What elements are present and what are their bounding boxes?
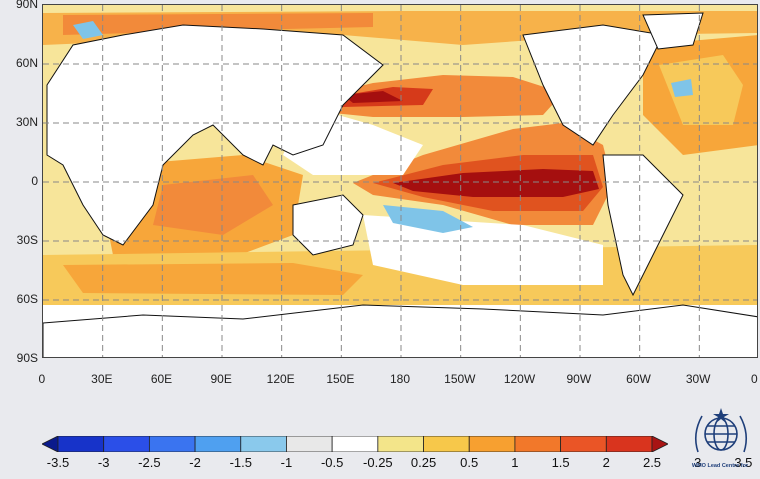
colorbar-tick-label: 3 <box>694 455 702 470</box>
map-grid <box>43 5 757 357</box>
colorbar-segment <box>148 436 196 452</box>
latitude-label: 30S <box>16 233 38 247</box>
colorbar-segment <box>240 436 287 452</box>
colorbar-tick-label: 1 <box>511 455 519 470</box>
latitude-label: 90S <box>16 351 38 365</box>
colorbar-tick-label: 0.5 <box>460 455 479 470</box>
colorbar-segment <box>57 436 105 452</box>
colorbar-tick-label: -1 <box>280 455 293 470</box>
colorbar-segment <box>605 436 653 452</box>
map-svg <box>43 5 757 357</box>
colorbar-tick-label: -0.25 <box>363 455 393 470</box>
colorbar-segment <box>194 436 242 452</box>
colorbar-segment <box>103 436 150 452</box>
longitude-label: 150W <box>444 372 476 386</box>
longitude-label: 120E <box>266 372 295 386</box>
colorbar-tick-label: 2.5 <box>642 455 662 470</box>
colorbar-tick-label: 2 <box>602 455 610 470</box>
longitude-label: 0 <box>38 372 46 386</box>
latitude-label: 60S <box>16 292 38 306</box>
latitude-label: 0 <box>31 174 38 188</box>
colorbar-tick-label: 0.25 <box>410 455 437 470</box>
longitude-label: 0 <box>751 372 758 386</box>
longitude-label: 90E <box>210 372 232 386</box>
colorbar-arrow-high <box>651 436 668 452</box>
colorbar-segment <box>514 436 562 452</box>
colorbar-tick-label: -0.5 <box>320 455 344 470</box>
colorbar-segment <box>468 436 516 452</box>
colorbar-tick-label: -2.5 <box>138 455 161 470</box>
longitude-label: 90W <box>566 372 592 386</box>
wmo-emblem-icon <box>694 408 748 453</box>
anomaly-map <box>42 4 758 358</box>
colorbar-segment <box>423 436 470 452</box>
colorbar-arrow-low <box>42 436 59 452</box>
colorbar <box>42 436 668 452</box>
longitude-label: 30E <box>91 372 113 386</box>
longitude-label: 60E <box>150 372 173 386</box>
colorbar-tick-label: 3.5 <box>734 455 753 470</box>
land-masses <box>43 12 757 357</box>
latitude-label: 90N <box>15 0 38 11</box>
colorbar-tick-label: -3.5 <box>46 455 70 470</box>
latitude-label: 30N <box>15 115 38 129</box>
longitude-label: 150E <box>326 372 355 386</box>
colorbar-tick-label: -1.5 <box>229 455 252 470</box>
colorbar-segment <box>331 436 379 452</box>
longitude-label: 120W <box>503 372 536 386</box>
colorbar-tick-label: -2 <box>189 455 201 470</box>
colorbar-tick-label: 1.5 <box>551 455 570 470</box>
latitude-label: 60N <box>15 56 38 70</box>
longitude-label: 180 <box>390 372 411 386</box>
colorbar-segment <box>560 436 607 452</box>
longitude-label: 30W <box>685 372 711 386</box>
colorbar-segment <box>377 436 424 452</box>
colorbar-tick-label: -3 <box>97 455 110 470</box>
longitude-label: 60W <box>626 372 651 386</box>
wmo-caption: WMO Lead Centre for <box>691 463 749 469</box>
colorbar-segment <box>286 436 333 452</box>
